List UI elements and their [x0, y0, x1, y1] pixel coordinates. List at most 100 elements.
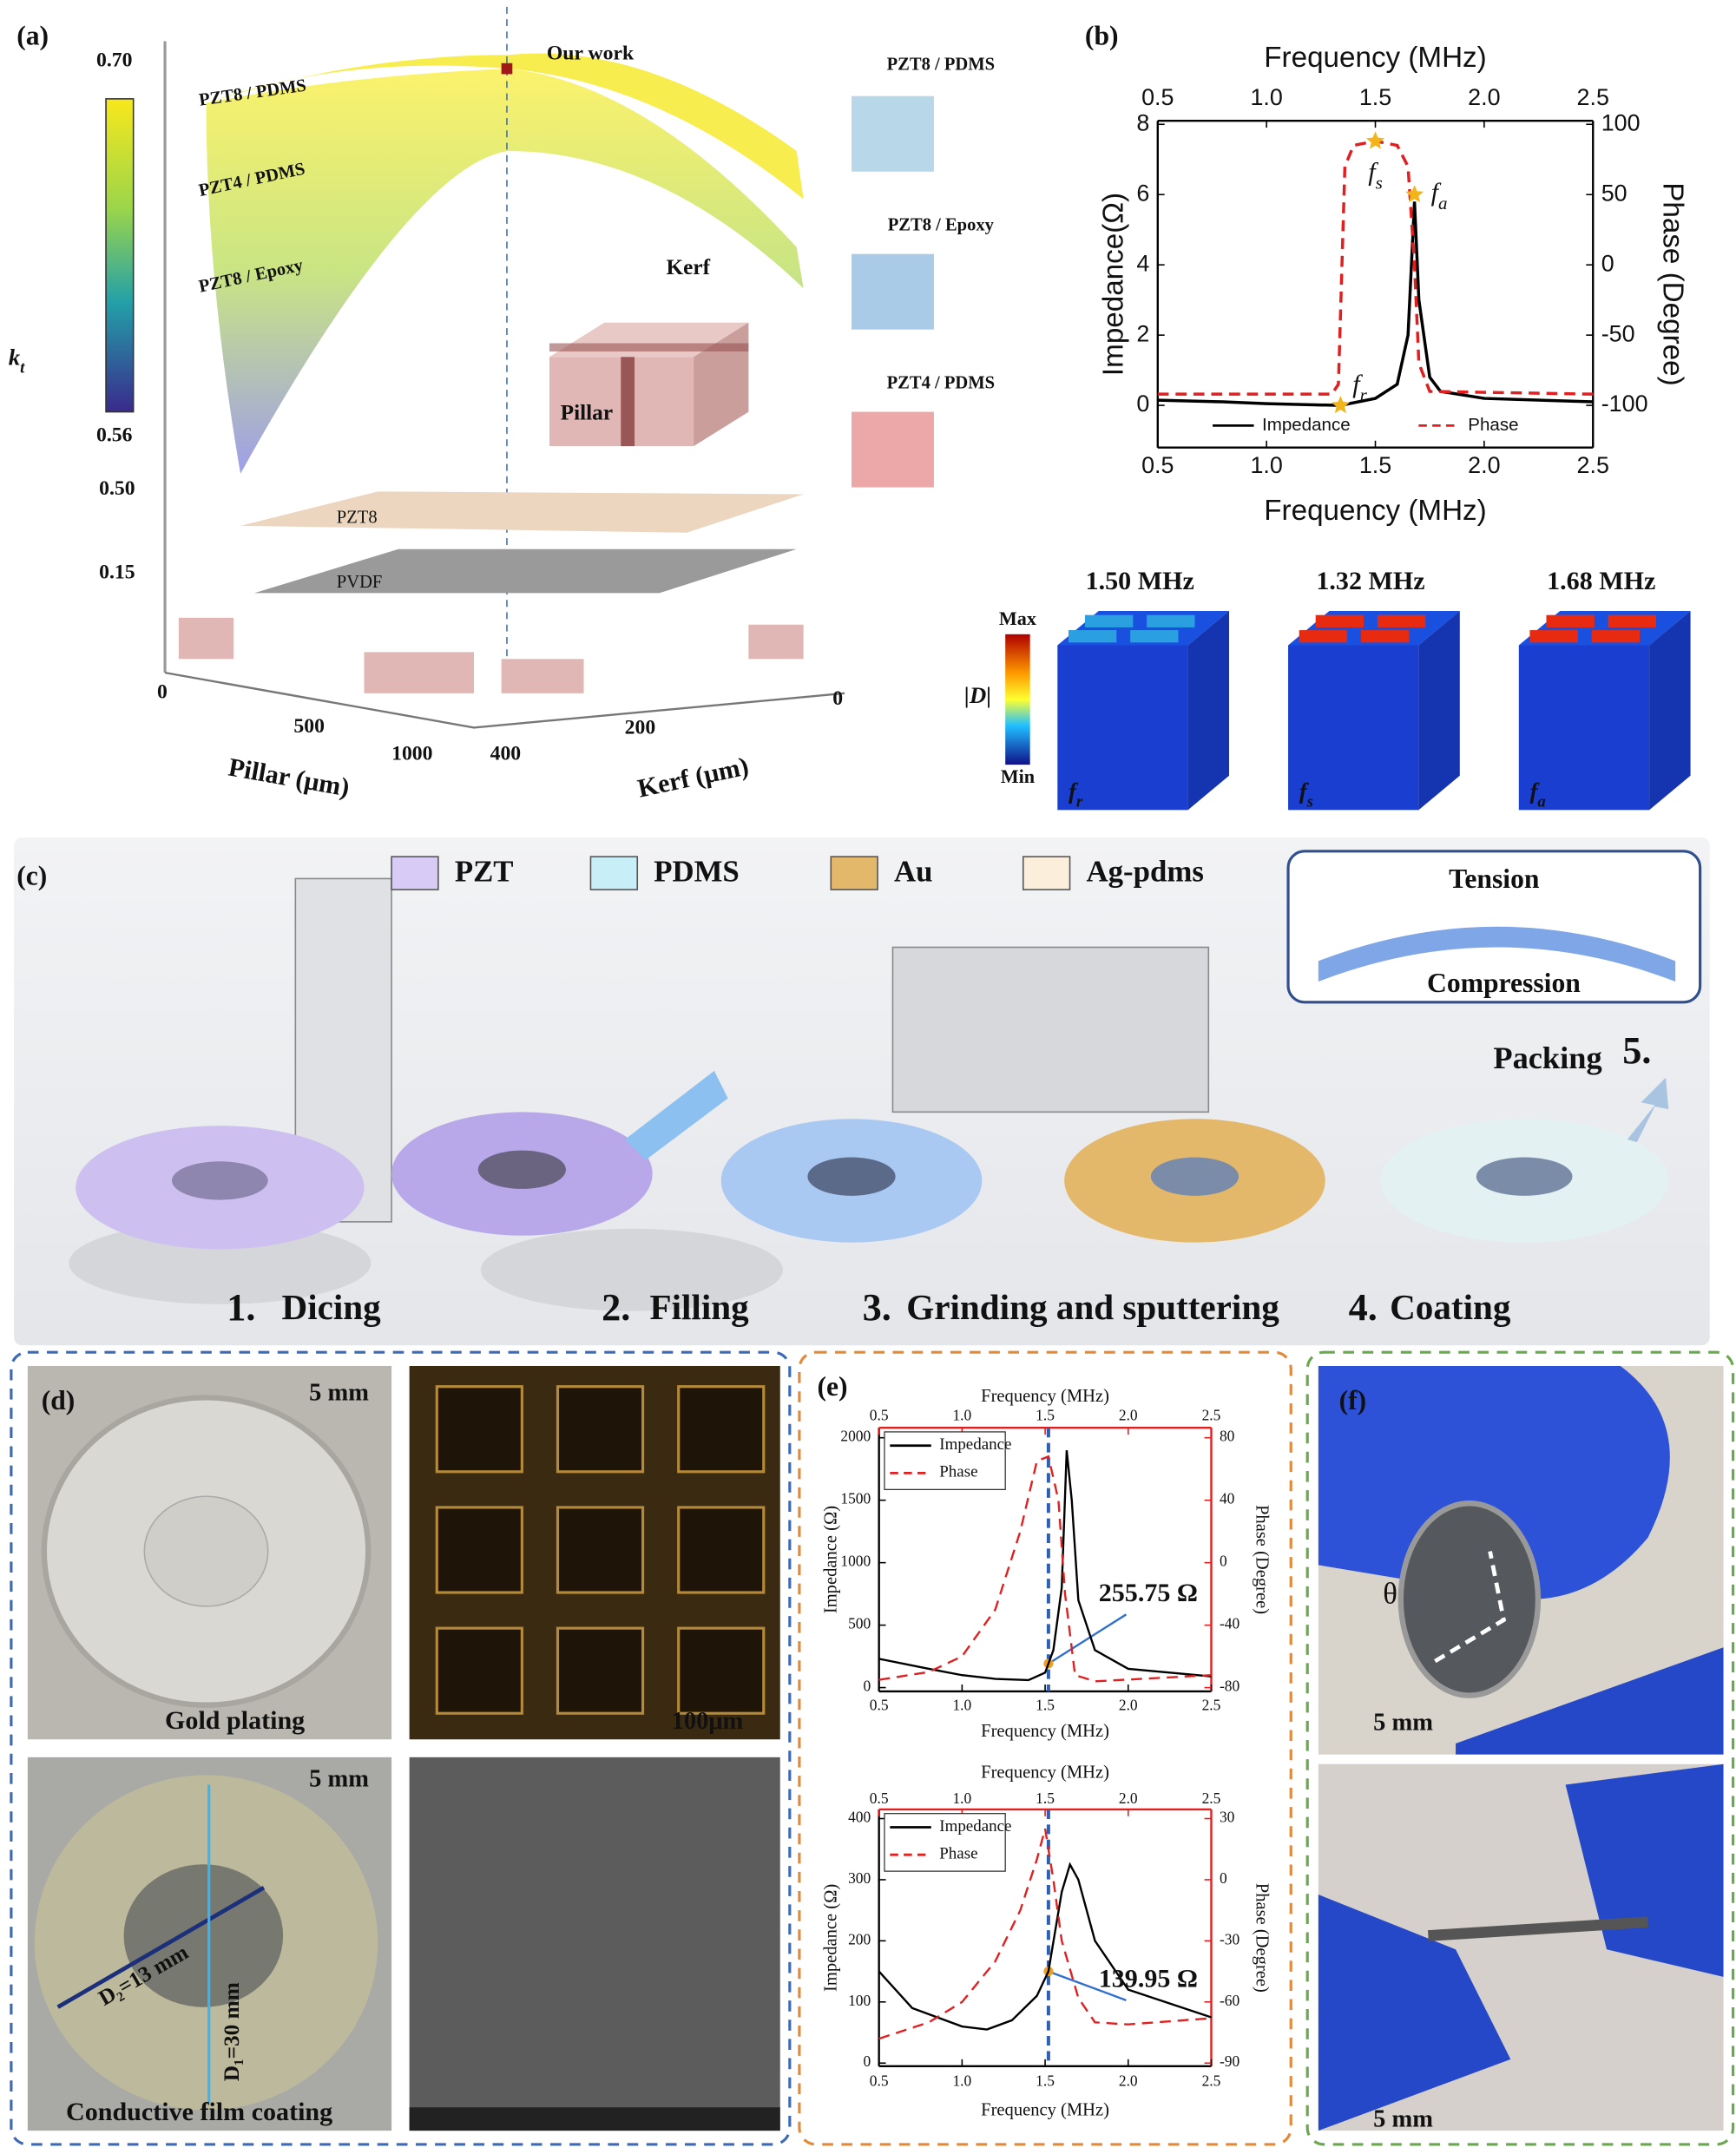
side-label: PZT8 / Epoxy: [888, 216, 995, 235]
plane-label: PZT8: [337, 509, 378, 528]
colorbar-max: 0.70: [96, 49, 133, 72]
legend-label: Impedance: [1262, 415, 1351, 435]
panel-d-frame: [10, 1350, 792, 2146]
y-tick-label: 2000: [840, 1428, 871, 1445]
annotation: Our work: [547, 43, 635, 65]
x-tick-label: 2.5: [1202, 1696, 1221, 1713]
x-tick-label: 1.0: [1250, 452, 1282, 478]
side-cube: [852, 95, 934, 172]
panel-label: (a): [16, 21, 49, 51]
legend-label: Impedance: [939, 1817, 1011, 1835]
bent-array: [1318, 926, 1676, 982]
mode-symbol-sub: a: [1537, 792, 1545, 811]
annotation-sub: s: [1376, 172, 1383, 193]
y-tick-label: 300: [848, 1869, 871, 1887]
y-axis-title: Impedance (Ω): [822, 1506, 841, 1613]
panel-a-art: [105, 6, 934, 729]
grid-cell: [556, 1626, 645, 1715]
small-cube: [178, 617, 234, 660]
machine: [891, 946, 1210, 1113]
y-tick-label: 400: [848, 1809, 871, 1826]
x-tick-label: 0.5: [1141, 452, 1174, 478]
disk-center: [143, 1495, 269, 1607]
x2-axis-title: Frequency (MHz): [981, 1387, 1109, 1406]
label: Tension: [1449, 864, 1540, 894]
panel-label: (e): [817, 1371, 847, 1402]
y2-tick-label: 100: [1601, 109, 1641, 135]
step-name: Filling: [649, 1287, 749, 1327]
series-line: [878, 1862, 1212, 2031]
surface-top: [206, 53, 804, 200]
grid-cell: [435, 1506, 523, 1594]
small-cube: [748, 624, 804, 660]
surface: [206, 69, 804, 474]
side-cube: [852, 253, 934, 330]
step-number: 4.: [1349, 1286, 1378, 1329]
mode-title: 1.68 MHz: [1547, 566, 1655, 595]
y2-tick-label: 30: [1220, 1809, 1235, 1826]
hot-spot: [1130, 630, 1179, 643]
x2-axis-title: Frequency (MHz): [1264, 42, 1486, 74]
hot-spot: [1546, 614, 1595, 627]
legend-swatch: [1022, 856, 1071, 890]
grid-cell: [677, 1626, 766, 1715]
annotation: 255.75 Ω: [1099, 1578, 1198, 1607]
pillar-tick: 500: [293, 715, 325, 738]
y-tick-label: 200: [848, 1930, 871, 1947]
annotation: fs: [1368, 157, 1383, 194]
step-number: 3.: [863, 1286, 891, 1329]
small-cube: [501, 659, 584, 693]
packing-box: [1286, 850, 1702, 1004]
annotation-arrow: [1048, 1970, 1127, 2001]
legend-label: Impedance: [939, 1435, 1011, 1454]
hot-spot: [1147, 614, 1195, 627]
hot-spot: [1591, 630, 1641, 643]
grid-cell: [556, 1506, 645, 1594]
x-tick-label: 2.0: [1119, 2072, 1138, 2090]
x-tick-label: 1.0: [952, 1696, 971, 1713]
angle-guide: [1434, 1551, 1507, 1664]
axis-title: Pillar (μm): [227, 752, 352, 802]
grid-cell: [435, 1626, 523, 1715]
hot-spot: [1360, 630, 1410, 643]
pillar-tick: 1000: [391, 742, 432, 765]
x2-tick-label: 2.5: [1577, 84, 1609, 110]
y-tick-label: 100: [848, 1992, 871, 2009]
pillar-tick: 0: [157, 680, 168, 703]
y2-tick-label: -50: [1601, 320, 1635, 346]
color-bar: [1005, 634, 1030, 765]
annotation: fr: [1352, 369, 1367, 405]
y-axis-title: Impedance(Ω): [1098, 193, 1130, 376]
x2-tick-label: 2.0: [1119, 1790, 1138, 1807]
y-tick-label: 1500: [840, 1490, 871, 1507]
grid-cell: [556, 1385, 645, 1474]
x2-tick-label: 1.0: [952, 1407, 971, 1424]
axis-title: kt: [9, 345, 25, 378]
x2-tick-label: 0.5: [870, 1407, 889, 1424]
x2-tick-label: 0.5: [1141, 84, 1174, 110]
side-label: PZT8 / PDMS: [887, 56, 995, 75]
series-line: [878, 1455, 1212, 1683]
step-number: 5.: [1622, 1029, 1651, 1072]
y-tick-label: 500: [848, 1615, 871, 1632]
panel-c-art: [14, 837, 1710, 1346]
beaker: [625, 1070, 728, 1160]
annotation-star: [1365, 131, 1385, 149]
glove: [1318, 1895, 1511, 2131]
x-tick-label: 2.0: [1119, 1696, 1138, 1713]
legend-label: Phase: [939, 1463, 977, 1481]
x-tick-label: 0.5: [870, 1696, 889, 1713]
shadow: [480, 1228, 783, 1311]
shadow: [69, 1221, 372, 1304]
y2-tick-label: -30: [1220, 1930, 1240, 1947]
grid-cell: [677, 1506, 766, 1594]
y2-tick-label: 0: [1220, 1869, 1227, 1887]
scale-label: 5 mm: [1373, 2106, 1433, 2133]
grid-cell: [677, 1385, 766, 1474]
legend-box: [884, 1431, 1006, 1490]
flex-disk: [1428, 1916, 1648, 1941]
hot-spot: [1529, 630, 1578, 643]
y2-axis-title: Phase (Degree): [1657, 182, 1689, 385]
x2-tick-label: 2.5: [1202, 1790, 1221, 1807]
